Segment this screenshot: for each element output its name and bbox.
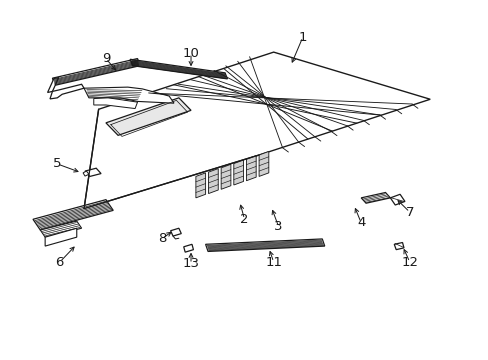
Text: 13: 13 (182, 257, 199, 270)
Polygon shape (45, 228, 77, 246)
Polygon shape (221, 164, 230, 189)
Polygon shape (85, 168, 101, 176)
Polygon shape (233, 160, 243, 185)
Polygon shape (84, 87, 174, 103)
Text: 1: 1 (298, 31, 306, 44)
Polygon shape (183, 244, 193, 252)
Polygon shape (170, 228, 181, 236)
Text: 6: 6 (56, 256, 64, 269)
Text: 12: 12 (401, 256, 417, 269)
Polygon shape (361, 193, 389, 203)
Polygon shape (205, 239, 324, 251)
Polygon shape (130, 59, 227, 79)
Polygon shape (208, 168, 218, 194)
Text: 3: 3 (274, 220, 282, 233)
Polygon shape (106, 98, 191, 135)
Polygon shape (259, 152, 268, 176)
Polygon shape (83, 171, 89, 176)
Polygon shape (196, 173, 205, 198)
Polygon shape (389, 194, 404, 205)
Text: 10: 10 (182, 47, 199, 60)
Polygon shape (40, 221, 81, 237)
Text: 7: 7 (405, 206, 413, 219)
Text: 9: 9 (102, 52, 110, 65)
Polygon shape (50, 84, 84, 99)
Text: 5: 5 (53, 157, 61, 170)
Text: 4: 4 (356, 216, 365, 229)
Text: 11: 11 (264, 256, 282, 269)
Polygon shape (84, 52, 429, 208)
Text: 2: 2 (240, 213, 248, 226)
Polygon shape (33, 200, 113, 230)
Polygon shape (52, 59, 140, 85)
Polygon shape (246, 156, 256, 181)
Text: 8: 8 (157, 233, 166, 246)
Polygon shape (94, 98, 137, 109)
Polygon shape (47, 77, 59, 93)
Polygon shape (393, 243, 403, 249)
